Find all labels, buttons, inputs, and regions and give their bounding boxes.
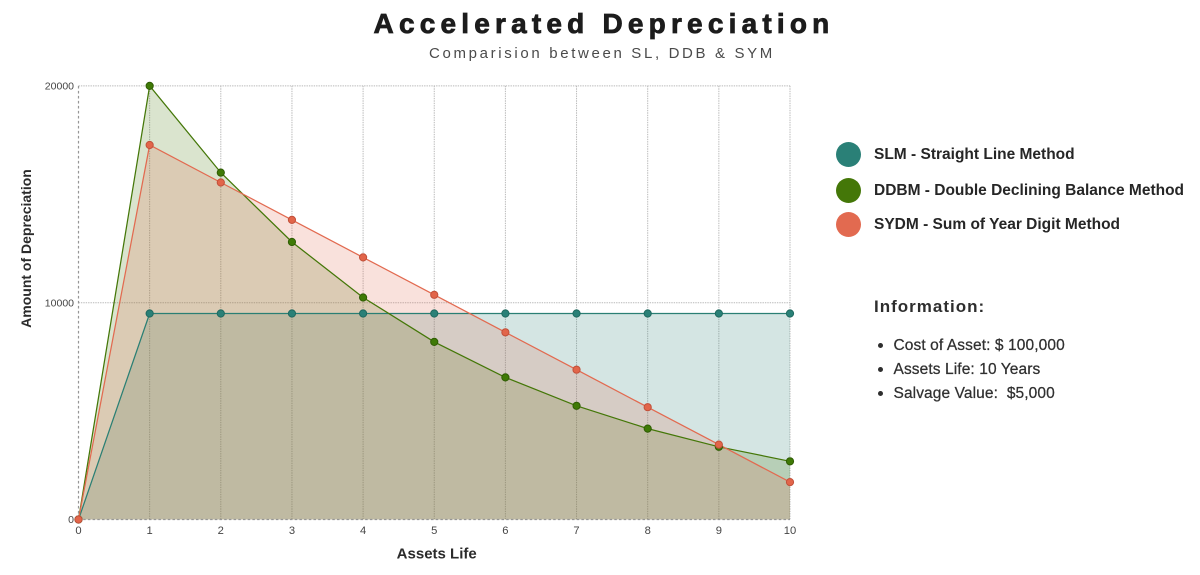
svg-text:10000: 10000 bbox=[45, 297, 74, 309]
svg-text:Assets Life: Assets Life bbox=[397, 545, 477, 562]
svg-text:0: 0 bbox=[68, 514, 74, 526]
svg-text:Amount of Depreciation: Amount of Depreciation bbox=[18, 169, 34, 328]
svg-text:2: 2 bbox=[218, 525, 224, 537]
svg-text:20000: 20000 bbox=[45, 81, 74, 93]
svg-text:8: 8 bbox=[645, 525, 651, 537]
svg-text:0: 0 bbox=[75, 525, 81, 537]
svg-text:7: 7 bbox=[573, 525, 579, 537]
svg-text:5: 5 bbox=[431, 525, 437, 537]
svg-text:3: 3 bbox=[289, 525, 295, 537]
svg-text:6: 6 bbox=[502, 525, 508, 537]
svg-text:10: 10 bbox=[784, 525, 796, 537]
svg-text:4: 4 bbox=[360, 525, 366, 537]
svg-text:1: 1 bbox=[147, 525, 153, 537]
svg-text:9: 9 bbox=[716, 525, 722, 537]
